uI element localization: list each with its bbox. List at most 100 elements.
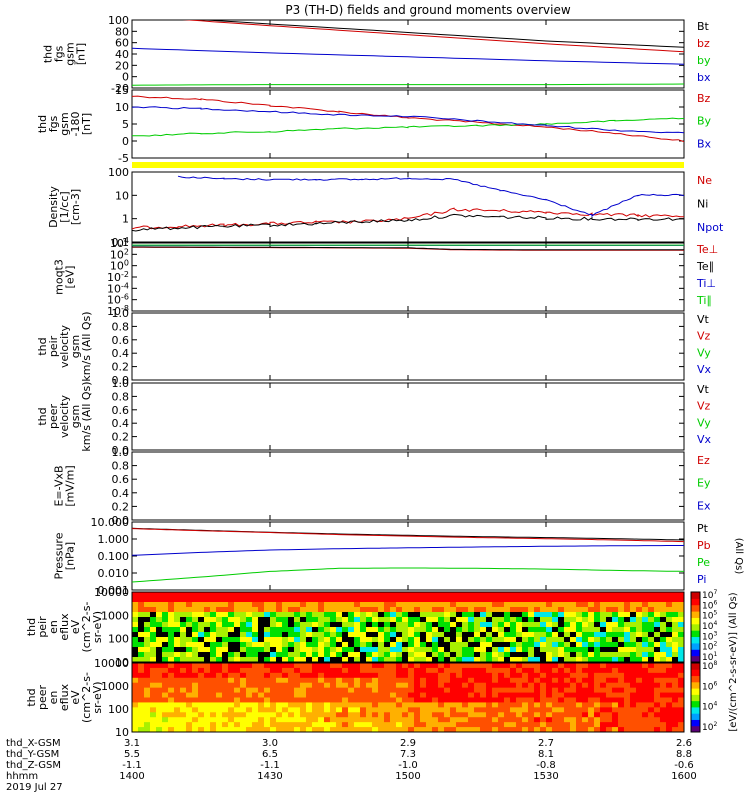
heatmap-cell bbox=[294, 597, 301, 603]
heatmap-cell bbox=[156, 607, 163, 613]
heatmap-cell bbox=[318, 682, 325, 689]
heatmap-cell bbox=[360, 707, 367, 713]
heatmap-cell bbox=[492, 607, 499, 613]
legend-entry: Ti⊥ bbox=[696, 277, 716, 290]
heatmap-cell bbox=[468, 663, 475, 669]
heatmap-cell bbox=[396, 602, 403, 608]
heatmap-cell bbox=[234, 617, 241, 623]
heatmap-cell bbox=[606, 722, 613, 728]
heatmap-cell bbox=[216, 677, 223, 684]
legend-entry: Ex bbox=[697, 499, 711, 512]
heatmap-cell bbox=[264, 717, 271, 723]
heatmap-cell bbox=[576, 592, 583, 598]
heatmap-cell bbox=[372, 677, 379, 684]
heatmap-cell bbox=[258, 687, 265, 694]
heatmap-cell bbox=[186, 652, 193, 658]
heatmap-cell bbox=[540, 697, 547, 704]
heatmap-cell bbox=[318, 667, 325, 674]
heatmap-cell bbox=[546, 682, 553, 689]
heatmap-cell bbox=[612, 682, 619, 689]
heatmap-cell bbox=[426, 707, 433, 713]
heatmap-cell bbox=[528, 617, 535, 623]
heatmap-cell bbox=[222, 602, 229, 608]
heatmap-cell bbox=[534, 697, 541, 704]
heatmap-cell bbox=[504, 692, 511, 699]
heatmap-cell bbox=[660, 607, 667, 613]
heatmap-cell bbox=[624, 597, 631, 603]
heatmap-cell bbox=[432, 682, 439, 689]
heatmap-cell bbox=[450, 687, 457, 694]
heatmap-cell bbox=[576, 663, 583, 669]
heatmap-cell bbox=[390, 617, 397, 623]
heatmap-cell bbox=[552, 627, 559, 633]
heatmap-cell bbox=[420, 637, 427, 643]
series-Bx-line bbox=[132, 106, 684, 134]
heatmap-cell bbox=[450, 677, 457, 684]
heatmap-cell bbox=[300, 657, 307, 662]
heatmap-cell bbox=[588, 672, 595, 679]
heatmap-cell bbox=[624, 682, 631, 689]
heatmap-cell bbox=[552, 692, 559, 699]
heatmap-cell bbox=[486, 687, 493, 694]
heatmap-cell bbox=[474, 627, 481, 633]
heatmap-cell bbox=[282, 647, 289, 653]
heatmap-cell bbox=[510, 697, 517, 704]
heatmap-cell bbox=[528, 647, 535, 653]
heatmap-cell bbox=[660, 632, 667, 638]
heatmap-cell bbox=[228, 592, 235, 598]
series-bz-line bbox=[182, 20, 684, 53]
heatmap-cell bbox=[576, 672, 583, 679]
heatmap-cell bbox=[462, 667, 469, 674]
panel-9: 10000100010010thdpeirenefluxeV(cm^2-s-sr… bbox=[25, 586, 685, 669]
heatmap-cell bbox=[270, 652, 277, 658]
heatmap-cell bbox=[168, 642, 175, 648]
heatmap-cell bbox=[510, 612, 517, 618]
heatmap-cell bbox=[348, 657, 355, 662]
heatmap-cell bbox=[426, 697, 433, 704]
heatmap-cell bbox=[168, 712, 175, 718]
heatmap-cell bbox=[354, 647, 361, 653]
heatmap-cell bbox=[228, 602, 235, 608]
heatmap-cell bbox=[540, 647, 547, 653]
heatmap-cell bbox=[144, 597, 151, 603]
heatmap-cell bbox=[582, 682, 589, 689]
heatmap-cell bbox=[186, 607, 193, 613]
heatmap-cell bbox=[648, 642, 655, 648]
heatmap-cell bbox=[558, 597, 565, 603]
heatmap-cell bbox=[492, 727, 499, 732]
heatmap-cell bbox=[162, 647, 169, 653]
heatmap-cell bbox=[270, 672, 277, 679]
heatmap-cell bbox=[174, 652, 181, 658]
heatmap-cell bbox=[462, 647, 469, 653]
heatmap-cell bbox=[144, 722, 151, 728]
heatmap-cell bbox=[342, 677, 349, 684]
heatmap-cell bbox=[444, 657, 451, 662]
heatmap-cell bbox=[198, 657, 205, 662]
heatmap-cell bbox=[666, 717, 673, 723]
heatmap-cell bbox=[486, 592, 493, 598]
heatmap-cell bbox=[486, 647, 493, 653]
heatmap-cell bbox=[468, 697, 475, 704]
heatmap-cell bbox=[546, 663, 553, 669]
heatmap-cell bbox=[450, 692, 457, 699]
heatmap-cell bbox=[630, 663, 637, 669]
heatmap-cell bbox=[630, 592, 637, 598]
heatmap-cell bbox=[576, 717, 583, 723]
heatmap-cell bbox=[384, 612, 391, 618]
heatmap-cell bbox=[558, 612, 565, 618]
heatmap-cell bbox=[300, 722, 307, 728]
heatmap-cell bbox=[642, 652, 649, 658]
heatmap-cell bbox=[546, 692, 553, 699]
heatmap-cell bbox=[504, 722, 511, 728]
heatmap-cell bbox=[672, 702, 679, 708]
heatmap-cell bbox=[516, 692, 523, 699]
heatmap-cell bbox=[192, 617, 199, 623]
heatmap-cell bbox=[564, 597, 571, 603]
heatmap-cell bbox=[342, 692, 349, 699]
heatmap-cell bbox=[198, 612, 205, 618]
heatmap-cell bbox=[462, 627, 469, 633]
heatmap-cell bbox=[246, 597, 253, 603]
legend-entry: Vy bbox=[697, 416, 711, 429]
heatmap-cell bbox=[558, 637, 565, 643]
